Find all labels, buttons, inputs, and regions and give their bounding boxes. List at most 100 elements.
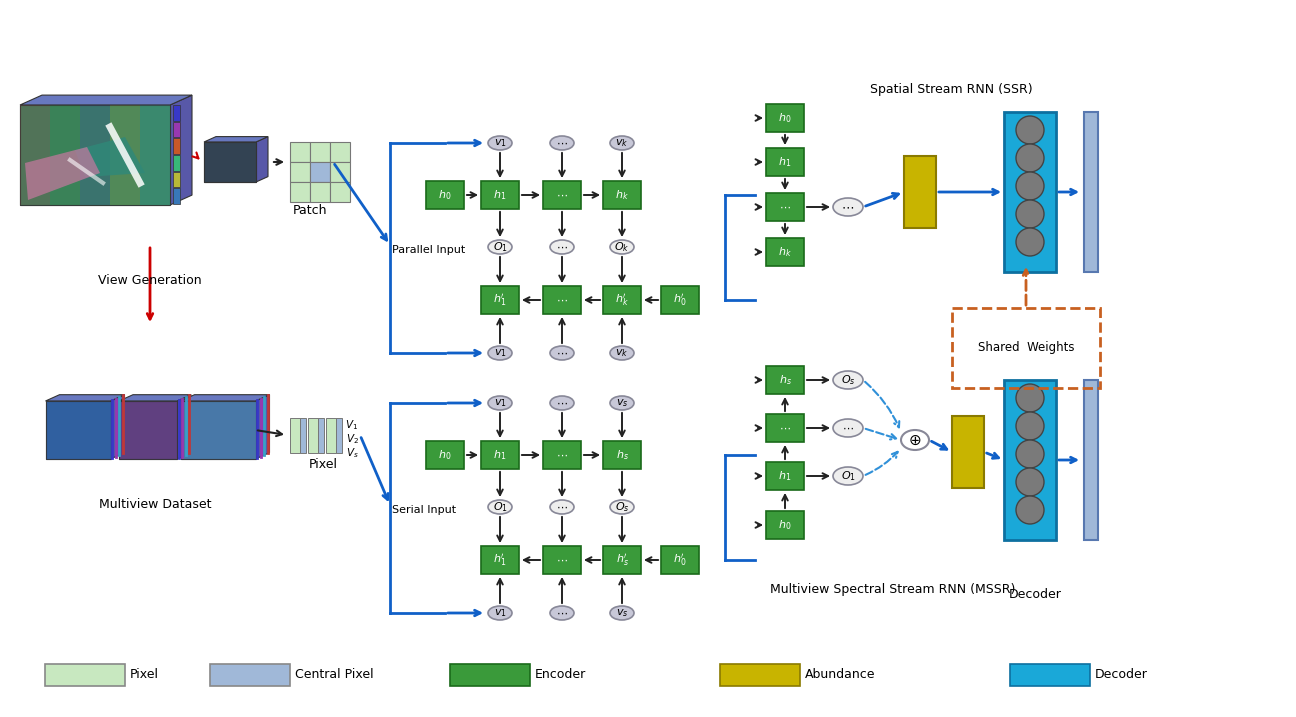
Text: $O_1$: $O_1$	[841, 469, 855, 483]
FancyBboxPatch shape	[543, 181, 581, 209]
FancyBboxPatch shape	[953, 416, 984, 488]
FancyBboxPatch shape	[481, 546, 518, 574]
Text: $V_1$: $V_1$	[346, 418, 359, 432]
Text: Pixel: Pixel	[308, 458, 337, 471]
FancyBboxPatch shape	[766, 366, 804, 394]
Ellipse shape	[610, 346, 634, 360]
Text: Encoder: Encoder	[535, 668, 586, 681]
Bar	[172, 138, 180, 154]
Bar	[51, 105, 80, 205]
Text: Abundance: Abundance	[805, 668, 876, 681]
Bar	[299, 417, 306, 452]
Circle shape	[1016, 200, 1045, 228]
Ellipse shape	[550, 606, 574, 620]
Text: $\cdots$: $\cdots$	[556, 450, 568, 460]
Bar	[19, 105, 170, 205]
Bar	[290, 417, 299, 452]
Circle shape	[1016, 116, 1045, 144]
Ellipse shape	[610, 240, 634, 254]
Text: $v_1$: $v_1$	[494, 347, 507, 359]
FancyBboxPatch shape	[905, 156, 936, 228]
Ellipse shape	[489, 396, 512, 410]
FancyBboxPatch shape	[210, 664, 290, 686]
Bar	[180, 401, 255, 459]
Text: Multiview Spectral Stream RNN (MSSR): Multiview Spectral Stream RNN (MSSR)	[770, 584, 1015, 597]
Text: $\cdots$: $\cdots$	[556, 242, 568, 252]
Text: $h_s$: $h_s$	[779, 373, 792, 387]
Bar	[203, 142, 257, 182]
Bar	[110, 105, 140, 205]
FancyBboxPatch shape	[1083, 380, 1098, 540]
Ellipse shape	[550, 240, 574, 254]
Circle shape	[1016, 468, 1045, 496]
Text: Serial Input: Serial Input	[391, 505, 456, 515]
Bar	[180, 401, 255, 459]
Polygon shape	[255, 394, 270, 459]
FancyBboxPatch shape	[721, 664, 800, 686]
Bar	[45, 401, 110, 459]
Text: $h_k$: $h_k$	[778, 245, 792, 259]
Bar	[172, 105, 180, 120]
Text: $v_1$: $v_1$	[494, 137, 507, 149]
Bar	[330, 162, 350, 182]
Bar	[19, 105, 51, 205]
Bar	[330, 142, 350, 162]
Bar	[310, 142, 330, 162]
FancyBboxPatch shape	[766, 511, 804, 539]
Ellipse shape	[833, 198, 863, 216]
Bar	[172, 122, 180, 138]
Ellipse shape	[550, 396, 574, 410]
Text: $O_1$: $O_1$	[492, 240, 508, 254]
Ellipse shape	[489, 240, 512, 254]
Bar	[330, 182, 350, 202]
Ellipse shape	[833, 467, 863, 485]
Text: $\cdots$: $\cdots$	[779, 423, 791, 433]
Ellipse shape	[833, 419, 863, 437]
Text: $h_0$: $h_0$	[438, 188, 452, 202]
Circle shape	[1016, 496, 1045, 524]
Text: $\cdots$: $\cdots$	[842, 423, 854, 433]
FancyBboxPatch shape	[481, 181, 518, 209]
Ellipse shape	[833, 371, 863, 389]
Text: View Generation: View Generation	[98, 273, 202, 287]
Text: $h_0$: $h_0$	[438, 448, 452, 462]
Polygon shape	[119, 394, 191, 401]
Polygon shape	[110, 394, 124, 459]
Bar	[290, 142, 310, 162]
FancyBboxPatch shape	[766, 104, 804, 132]
Text: $v_k$: $v_k$	[616, 347, 629, 359]
Text: $h_k'$: $h_k'$	[616, 292, 629, 308]
Bar	[327, 417, 336, 452]
Text: Central Pixel: Central Pixel	[295, 668, 373, 681]
Text: $O_1$: $O_1$	[492, 500, 508, 514]
Text: $h_0'$: $h_0'$	[674, 292, 687, 308]
FancyBboxPatch shape	[603, 441, 642, 469]
Text: $v_1$: $v_1$	[494, 397, 507, 409]
FancyBboxPatch shape	[481, 286, 518, 314]
FancyBboxPatch shape	[1083, 112, 1098, 272]
Text: Decoder: Decoder	[1008, 589, 1061, 602]
Ellipse shape	[550, 500, 574, 514]
Text: Shared  Weights: Shared Weights	[977, 341, 1074, 354]
Text: $V_s$: $V_s$	[346, 446, 359, 460]
FancyBboxPatch shape	[1004, 380, 1056, 540]
Text: $\cdots$: $\cdots$	[841, 201, 854, 214]
FancyBboxPatch shape	[603, 181, 642, 209]
Text: $h_0$: $h_0$	[779, 518, 792, 532]
Circle shape	[1016, 144, 1045, 172]
Text: Parallel Input: Parallel Input	[391, 245, 465, 255]
Text: $\cdots$: $\cdots$	[556, 555, 568, 565]
Circle shape	[1016, 440, 1045, 468]
Text: $\cdots$: $\cdots$	[556, 502, 568, 512]
Text: $O_k$: $O_k$	[614, 240, 630, 254]
Bar	[203, 142, 257, 182]
Text: Pixel: Pixel	[130, 668, 159, 681]
Text: $\cdots$: $\cdots$	[556, 138, 568, 148]
Ellipse shape	[610, 136, 634, 150]
Bar	[172, 155, 180, 171]
Ellipse shape	[901, 430, 929, 450]
Text: $\cdots$: $\cdots$	[556, 398, 568, 408]
Bar	[290, 182, 310, 202]
Polygon shape	[25, 147, 100, 200]
FancyBboxPatch shape	[426, 181, 464, 209]
